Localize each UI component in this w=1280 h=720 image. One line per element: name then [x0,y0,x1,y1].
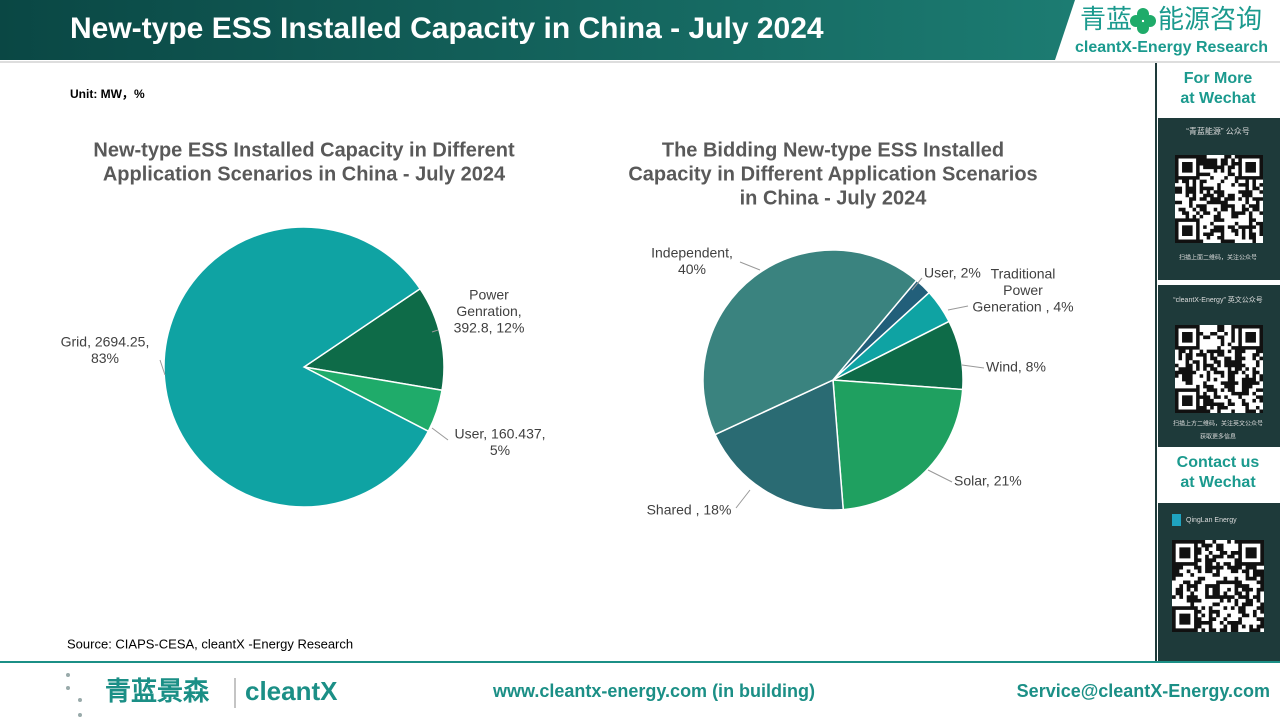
data-label: Genration, [456,303,521,319]
leader-line [961,364,985,369]
source: Source: CIAPS-CESA, cleantX -Energy Rese… [67,636,353,651]
pie-slice [702,249,918,436]
data-label: Traditional [991,266,1056,282]
data-label: User, 160.437, [454,426,545,442]
data-label: Generation , 4% [972,299,1073,315]
leader-line [911,277,923,291]
footer-dots [66,673,82,717]
brand-cn: 青蓝 [1080,4,1132,34]
leader-line [739,261,761,271]
qr-code [1172,540,1264,632]
qr-code [1175,155,1263,243]
sidebar-heading: at Wechat [1180,90,1256,107]
brand-en: cleantX-Energy Research [1075,39,1268,56]
data-label: Wind, 8% [986,359,1046,375]
qr-note: 获取更多信息 [1200,433,1236,441]
sidebar-heading: For More [1184,70,1253,87]
chart-title: Application Scenarios in China - July 20… [103,163,506,185]
clover-icon [1130,8,1156,34]
unit: Unit: MW，% [70,87,145,101]
data-label: 40% [678,261,706,277]
leader-line [735,489,751,509]
qr-logo [1172,514,1181,526]
sidebar-heading: Contact us [1177,454,1260,471]
data-label: User, 2% [924,265,981,281]
pie-slice [163,226,430,508]
qr-note: 扫描上方二维码，关注英文公众号 [1173,420,1263,428]
leader-line [927,469,953,483]
header-bar [0,0,1075,60]
header-title: New-type ESS Installed Capacity in China… [70,12,824,45]
sidebar-heading: at Wechat [1180,474,1256,491]
data-label: Power [1003,282,1043,298]
footer-logo-cn: 青蓝景森 [105,676,210,706]
data-label: Solar, 21% [954,473,1022,489]
footer-logo-en: cleantX [245,676,338,706]
leader-line [159,359,166,376]
data-label: Power [469,287,509,303]
chart-title: in China - July 2024 [740,187,928,209]
leader-line [431,427,449,441]
data-label: 83% [91,350,119,366]
data-label: 5% [490,442,510,458]
qr-caption: “青蓝能源” 公众号 [1186,126,1250,136]
qr-caption: “cleantX-Energy” 英文公众号 [1173,295,1262,304]
chart-title: The Bidding New-type ESS Installed [662,139,1004,161]
data-label: 392.8, 12% [454,320,525,336]
chart-title: New-type ESS Installed Capacity in Diffe… [93,139,515,161]
qr-caption: QingLan Energy [1186,517,1237,524]
pie-slice [714,378,845,511]
footer-email: Service@cleantX-Energy.com [1017,681,1270,701]
pie-slice [832,379,964,511]
leader-line [431,329,439,333]
data-label: Grid, 2694.25, [61,334,150,350]
footer-website: www.cleantx-energy.com (in building) [492,681,815,701]
brand-cn: 能源咨询 [1158,4,1262,34]
qr-code [1175,325,1263,413]
data-label: Independent, [651,245,733,261]
qr-note: 扫描上面二维码，关注公众号 [1179,254,1257,262]
pie-slice [302,287,445,392]
data-label: Shared , 18% [647,502,732,518]
leader-line [947,305,969,311]
chart-title: Capacity in Different Application Scenar… [628,163,1037,185]
